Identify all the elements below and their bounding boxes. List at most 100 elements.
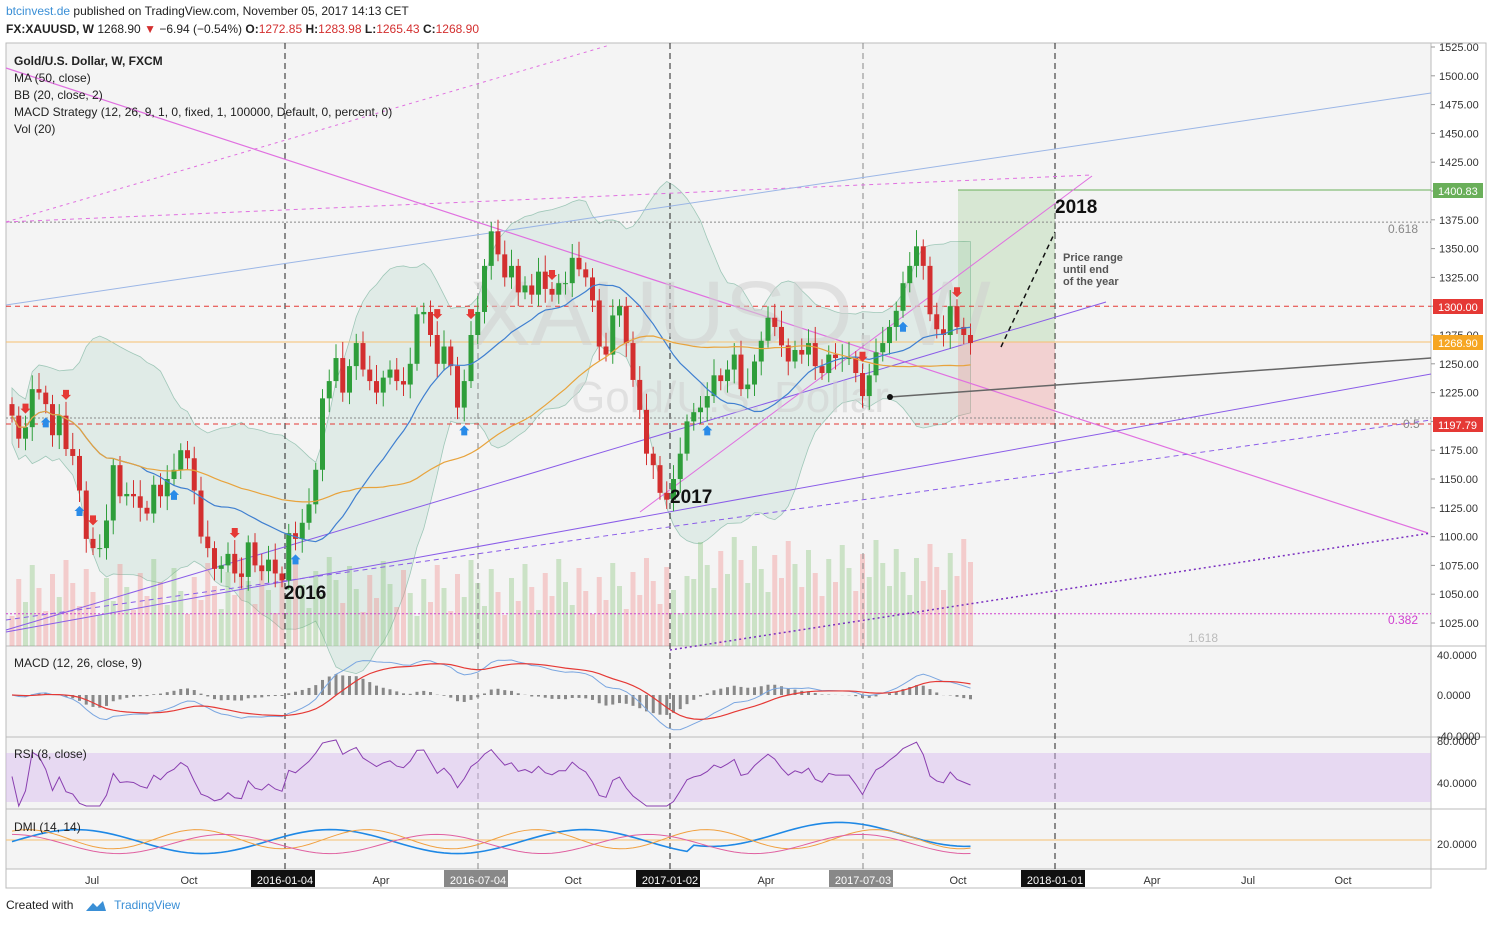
macd-histogram-bar bbox=[726, 687, 729, 695]
volume-bar bbox=[380, 561, 386, 646]
ma-lines bbox=[11, 283, 971, 543]
dmi-adx-line bbox=[11, 821, 971, 855]
volume-bar bbox=[360, 612, 366, 646]
candle-body bbox=[110, 465, 116, 521]
volume-bar bbox=[590, 614, 595, 646]
fib-0618: 0.618 bbox=[1388, 222, 1418, 236]
candle-body bbox=[509, 265, 514, 278]
candle-body bbox=[893, 310, 899, 327]
candle-body bbox=[725, 369, 730, 382]
legend-strategy[interactable]: MACD Strategy (12, 26, 9, 1, 0, fixed, 1… bbox=[14, 105, 393, 119]
candle-body bbox=[333, 358, 339, 382]
volume-bar bbox=[556, 559, 562, 646]
macd-histogram-bar bbox=[543, 695, 547, 698]
volume-bar bbox=[441, 588, 447, 646]
macd-histogram-bar bbox=[969, 695, 972, 700]
macd-histogram-bar bbox=[341, 675, 345, 695]
volume-bar bbox=[117, 564, 123, 646]
macd-histogram-bar bbox=[287, 693, 291, 695]
volume-bar bbox=[893, 549, 899, 646]
legend-title[interactable]: Gold/U.S. Dollar, W, FXCM bbox=[14, 54, 163, 68]
legend-vol[interactable]: Vol (20) bbox=[14, 122, 56, 136]
time-tick-label: Oct bbox=[564, 875, 581, 887]
macd-histogram-bar bbox=[165, 692, 169, 695]
target-loss-zone bbox=[958, 342, 1055, 424]
legend-bb[interactable]: BB (20, close, 2) bbox=[14, 88, 103, 102]
sell-arrow-icon bbox=[88, 515, 98, 526]
candle-body bbox=[745, 384, 751, 390]
buy-arrow-icon bbox=[898, 321, 908, 332]
volume-bar bbox=[367, 575, 373, 646]
candle-body bbox=[914, 246, 919, 266]
macd-histogram-bar bbox=[773, 684, 777, 695]
macd-tick-neg40: -40.0000 bbox=[1437, 731, 1480, 743]
candle-body bbox=[279, 573, 285, 581]
macd-histogram-bar bbox=[739, 686, 743, 695]
candle-body bbox=[704, 396, 710, 408]
time-tick-label: Apr bbox=[757, 875, 774, 887]
candle-body bbox=[569, 257, 575, 284]
sell-arrow-icon bbox=[61, 389, 71, 400]
candle-body bbox=[306, 504, 312, 523]
candle-body bbox=[617, 306, 622, 316]
volume-bar bbox=[826, 559, 832, 646]
volume-bar bbox=[529, 587, 535, 646]
volume-bar bbox=[306, 608, 312, 646]
symbol-label[interactable]: FX:XAUUSD, W bbox=[6, 22, 94, 36]
volume-bar bbox=[839, 545, 845, 646]
candle-body bbox=[603, 346, 609, 355]
time-tick-label: 2016-07-04 bbox=[450, 875, 506, 887]
candle-body bbox=[502, 254, 508, 278]
candle-body bbox=[293, 533, 298, 539]
macd-pane[interactable] bbox=[5, 645, 1432, 738]
volume-bar bbox=[333, 580, 339, 646]
volume-bar bbox=[644, 558, 649, 646]
candle-body bbox=[259, 565, 265, 572]
volume-bar bbox=[286, 599, 292, 646]
price-tick-label: 1050.00 bbox=[1439, 589, 1479, 601]
macd-histogram-bar bbox=[753, 687, 756, 695]
rsi-tick-80: 80.0000 bbox=[1437, 736, 1477, 748]
candle-body bbox=[576, 257, 582, 270]
candle-body bbox=[252, 542, 258, 566]
time-tick-label: Jul bbox=[85, 875, 99, 887]
rsi-title: RSI (8, close) bbox=[14, 747, 87, 761]
volume-bar bbox=[434, 565, 440, 646]
macd-histogram-bar bbox=[658, 695, 662, 715]
tradingview-link[interactable]: TradingView bbox=[114, 898, 181, 912]
volume-bar bbox=[569, 605, 575, 646]
macd-line bbox=[11, 659, 971, 731]
volume-bar bbox=[218, 609, 224, 646]
site-name[interactable]: btcinvest.de bbox=[6, 4, 71, 18]
volume-bar bbox=[299, 585, 305, 646]
candle-body bbox=[799, 349, 805, 355]
price-tag-low: 1197.79 bbox=[1438, 420, 1477, 432]
macd-histogram-bar bbox=[71, 695, 75, 699]
candle-body bbox=[785, 345, 791, 362]
volume-bar bbox=[414, 616, 420, 646]
candle-body bbox=[677, 453, 683, 479]
low-label: L: bbox=[364, 22, 377, 36]
candle-body bbox=[961, 326, 967, 335]
macd-histogram-bar bbox=[253, 695, 257, 698]
change-value: −6.94 (−0.54%) bbox=[159, 22, 243, 36]
volume-bar bbox=[914, 558, 919, 646]
volume-bar bbox=[684, 576, 690, 646]
candle-body bbox=[657, 465, 663, 493]
volume-bar bbox=[671, 590, 676, 646]
volume-bar bbox=[650, 581, 656, 646]
macd-histogram-bar bbox=[462, 695, 466, 702]
dmi-pane[interactable] bbox=[5, 808, 1432, 870]
volume-bar bbox=[245, 581, 251, 646]
candle-body bbox=[556, 283, 562, 295]
time-axis[interactable] bbox=[5, 868, 1432, 889]
volume-bar bbox=[772, 555, 778, 646]
legend-ma[interactable]: MA (50, close) bbox=[14, 71, 91, 85]
sell-arrow-icon bbox=[857, 351, 868, 362]
candle-body bbox=[772, 317, 778, 327]
macd-histogram-bar bbox=[550, 695, 554, 699]
candle-body bbox=[340, 358, 346, 393]
price-tick-label: 1500.00 bbox=[1439, 71, 1479, 83]
candle-body bbox=[664, 492, 670, 500]
